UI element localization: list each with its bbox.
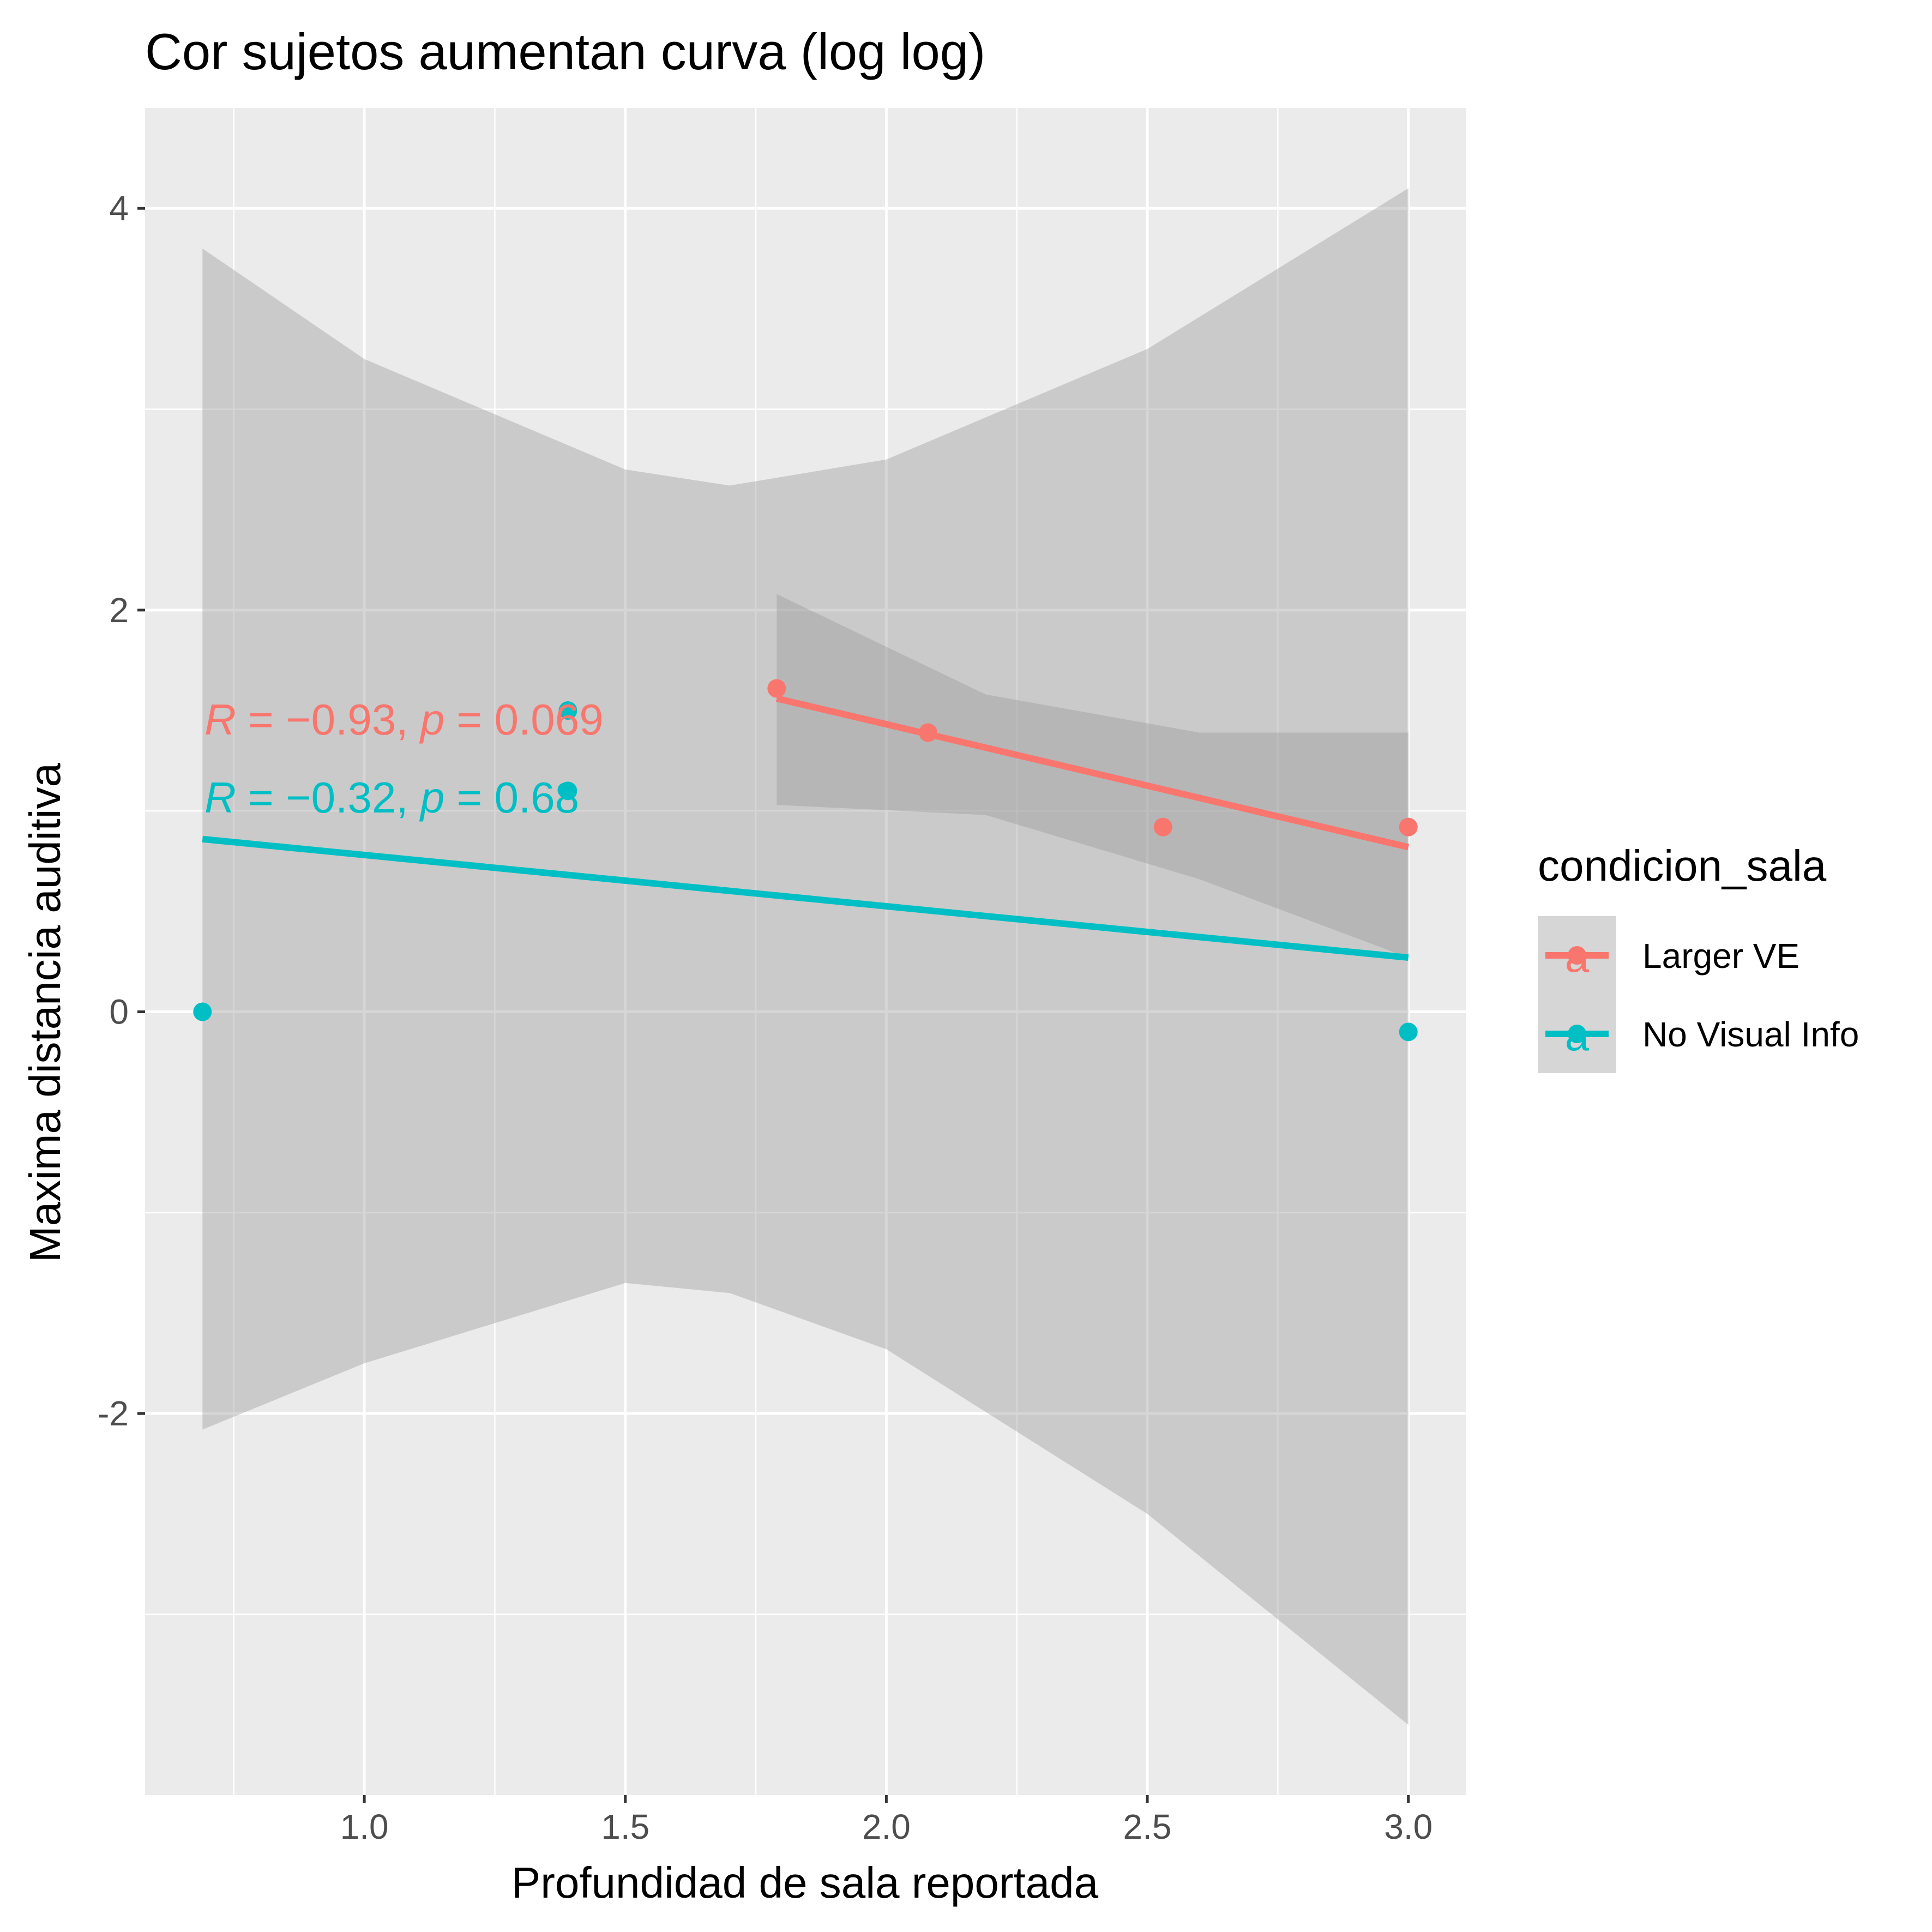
x-axis-label: Profundidad de sala reportada bbox=[511, 1858, 1099, 1907]
legend-item-label: Larger VE bbox=[1642, 936, 1799, 976]
x-tick-label: 1.5 bbox=[601, 1807, 649, 1846]
data-point-larger-ve bbox=[767, 679, 786, 698]
data-point-no-visual-info bbox=[193, 1002, 212, 1021]
correlation-annotation-larger-ve: R = −0.93, p = 0.069 bbox=[204, 695, 604, 744]
regression-line-no-visual-info bbox=[202, 835, 1409, 961]
legend-item-label: No Visual Info bbox=[1642, 1015, 1859, 1054]
y-tick-label: 4 bbox=[109, 189, 129, 228]
chart-title: Cor sujetos aumentan curva (log log) bbox=[145, 23, 985, 80]
x-tick-label: 2.0 bbox=[862, 1807, 911, 1846]
data-point-no-visual-info bbox=[558, 701, 577, 720]
x-tick-label: 3.0 bbox=[1384, 1807, 1433, 1846]
legend-key-glyph: a bbox=[1565, 1011, 1590, 1060]
y-tick-label: 0 bbox=[109, 992, 129, 1032]
data-point-no-visual-info bbox=[1399, 1022, 1418, 1042]
data-point-larger-ve bbox=[1399, 817, 1418, 836]
data-point-larger-ve bbox=[1153, 817, 1172, 836]
y-axis-label: Maxima distancia auditiva bbox=[21, 763, 69, 1262]
legend-key-point bbox=[1568, 1025, 1586, 1043]
correlation-annotation-no-visual-info: R = −0.32, p = 0.68 bbox=[204, 773, 579, 822]
legend-title: condicion_sala bbox=[1538, 841, 1827, 890]
y-tick-label: -2 bbox=[98, 1394, 129, 1433]
y-tick-label: 2 bbox=[109, 591, 129, 630]
regression-line-larger-ve bbox=[775, 695, 1410, 851]
confidence-band-no-visual-info bbox=[202, 188, 1409, 1725]
legend-key-glyph: a bbox=[1565, 932, 1590, 981]
legend: condicion_sala a Larger VE a No Visual Info bbox=[1538, 841, 1859, 1073]
legend-key-point bbox=[1568, 946, 1586, 965]
x-tick-label: 1.0 bbox=[340, 1807, 389, 1846]
data-point-no-visual-info bbox=[558, 781, 577, 801]
x-tick-label: 2.5 bbox=[1123, 1807, 1172, 1846]
plot-area: 1.0 1.5 2.0 2.5 3.0 -2 0 2 4 R = −0.93, p = 0.069… bbox=[98, 108, 1466, 1846]
